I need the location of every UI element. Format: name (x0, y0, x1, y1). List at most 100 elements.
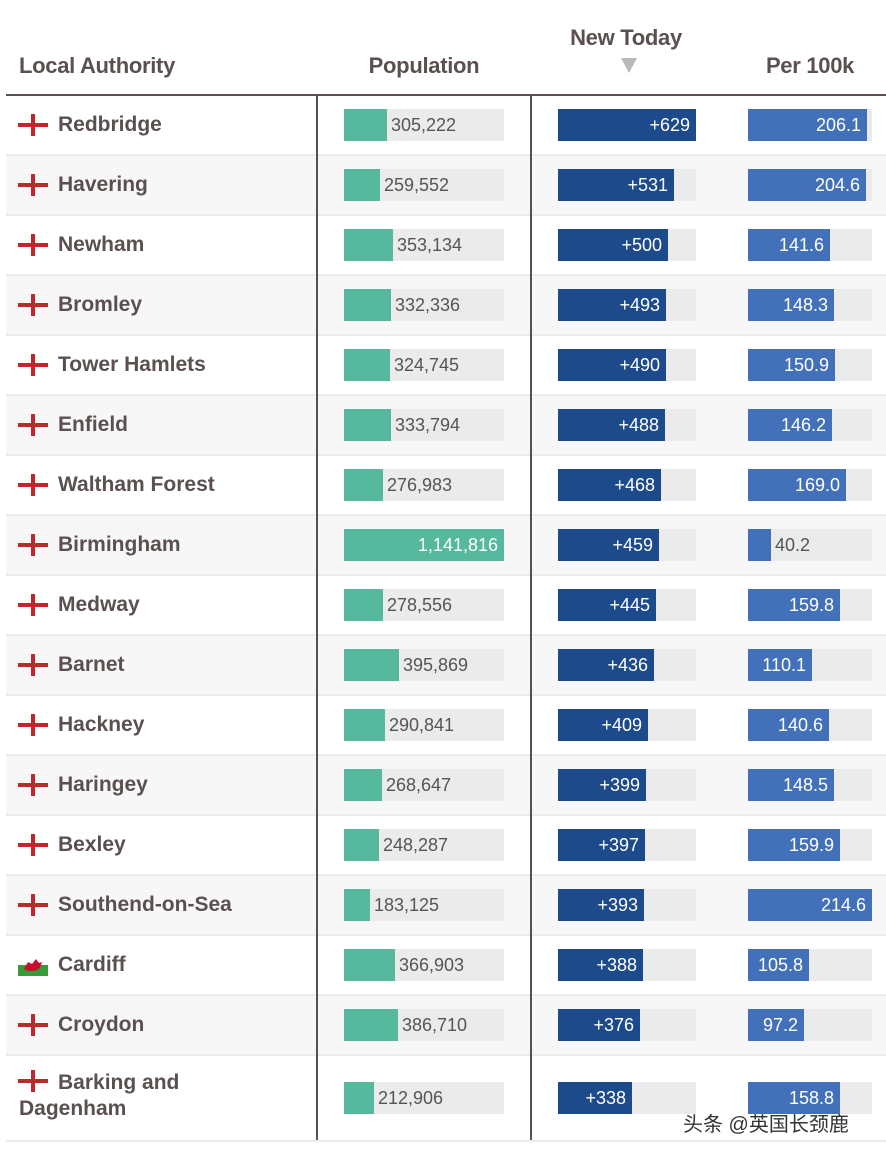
new-today-bar-track: +393 (558, 889, 696, 921)
table-row: Croydon 386,710 +376 97.2 (6, 996, 886, 1056)
per-100k-value: 148.3 (782, 295, 828, 315)
population-bar (344, 169, 380, 201)
table-row: Medway 278,556 +445 159.8 (6, 576, 886, 636)
new-today-bar-track: +409 (558, 709, 696, 741)
population-value: 268,647 (386, 775, 452, 795)
table-row: Havering 259,552 +531 204.6 (6, 156, 886, 216)
per-100k-bar-track: 159.8 (748, 589, 872, 621)
per-100k-bar (748, 1082, 840, 1114)
table-row: Waltham Forest 276,983 +468 169.0 (6, 456, 886, 516)
new-today-value: +399 (599, 775, 640, 795)
sort-descending-icon[interactable] (621, 58, 637, 73)
new-today-bar-track: +488 (558, 409, 696, 441)
per-100k-bar (748, 1009, 804, 1041)
population-bar (344, 589, 383, 621)
new-today-value: +493 (619, 295, 660, 315)
per-100k-value: 146.2 (780, 415, 826, 435)
new-today-bar (558, 649, 654, 681)
per-100k-bar (748, 109, 867, 141)
per-100k-bar (748, 709, 829, 741)
local-authority-name: Medway (58, 593, 140, 616)
population-value: 183,125 (374, 895, 440, 915)
new-today-bar-track: +388 (558, 949, 696, 981)
population-bar-track: 386,710 (344, 1009, 504, 1041)
header-population[interactable]: Population (368, 53, 480, 78)
new-today-bar (558, 529, 659, 561)
header-per-100k[interactable]: Per 100k (765, 53, 855, 78)
population-bar-track: 248,287 (344, 829, 504, 861)
table-row: Southend-on-Sea 183,125 +393 214.6 (6, 876, 886, 936)
table-row: Tower Hamlets 324,745 +490 150.9 (6, 336, 886, 396)
population-value: 278,556 (387, 595, 453, 615)
new-today-value: +338 (585, 1088, 626, 1108)
population-bar (344, 949, 395, 981)
population-bar (344, 349, 390, 381)
population-bar (344, 109, 387, 141)
per-100k-value: 169.0 (794, 475, 840, 495)
per-100k-bar-track: 110.1 (748, 649, 872, 681)
per-100k-bar (748, 769, 834, 801)
new-today-value: +500 (621, 235, 662, 255)
per-100k-bar-track: 148.3 (748, 289, 872, 321)
population-bar (344, 409, 391, 441)
local-authority-name: Birmingham (58, 533, 181, 556)
england-flag-icon (18, 174, 48, 196)
new-today-value: +629 (649, 115, 690, 135)
per-100k-bar-track: 150.9 (748, 349, 872, 381)
population-bar-track: 353,134 (344, 229, 504, 261)
per-100k-value: 159.8 (788, 595, 834, 615)
local-authority-name: Bexley (58, 833, 126, 856)
new-today-value: +488 (618, 415, 659, 435)
population-bar-track: 290,841 (344, 709, 504, 741)
new-today-bar (558, 829, 645, 861)
local-authority-name: Cardiff (58, 953, 126, 976)
header-new-today[interactable]: New Today (570, 25, 682, 50)
england-flag-icon (18, 594, 48, 616)
population-bar (344, 1009, 398, 1041)
new-today-bar (558, 289, 666, 321)
local-authority-name: Barking and Dagenham (19, 1071, 180, 1120)
local-authority-name: Redbridge (58, 113, 162, 136)
population-bar (344, 829, 379, 861)
population-bar (344, 769, 382, 801)
new-today-value: +393 (597, 895, 638, 915)
population-value: 386,710 (402, 1015, 468, 1035)
local-authority-name: Enfield (58, 413, 129, 436)
new-today-value: +490 (619, 355, 660, 375)
england-flag-icon (18, 114, 48, 136)
per-100k-bar-track: 146.2 (748, 409, 872, 441)
per-100k-bar (748, 349, 835, 381)
new-today-bar-track: +397 (558, 829, 696, 861)
local-authority-name: Havering (58, 173, 148, 196)
population-bar-track: 324,745 (344, 349, 504, 381)
new-today-value: +459 (612, 535, 653, 555)
per-100k-value: 110.1 (762, 655, 806, 675)
header-local-authority[interactable]: Local Authority (19, 53, 176, 78)
per-100k-bar-track: 204.6 (748, 169, 872, 201)
per-100k-value: 150.9 (783, 355, 829, 375)
population-bar-track: 1,141,816 (344, 529, 504, 561)
new-today-bar (558, 109, 696, 141)
population-bar-track: 268,647 (344, 769, 504, 801)
per-100k-bar (748, 169, 866, 201)
per-100k-bar (748, 409, 832, 441)
new-today-bar (558, 589, 656, 621)
new-today-value: +445 (609, 595, 650, 615)
population-value: 333,794 (395, 415, 461, 435)
new-today-bar (558, 769, 646, 801)
england-flag-icon (18, 1014, 48, 1036)
per-100k-bar-track: 105.8 (748, 949, 872, 981)
new-today-bar-track: +376 (558, 1009, 696, 1041)
population-bar (344, 1082, 374, 1114)
new-today-value: +468 (614, 475, 655, 495)
per-100k-value: 148.5 (782, 775, 828, 795)
per-100k-bar-track: 140.6 (748, 709, 872, 741)
new-today-bar-track: +436 (558, 649, 696, 681)
per-100k-bar-track: 214.6 (748, 889, 872, 921)
population-value: 259,552 (384, 175, 450, 195)
local-authority-name: Barnet (58, 653, 125, 676)
population-value: 353,134 (397, 235, 463, 255)
england-flag-icon (18, 354, 48, 376)
population-bar (344, 229, 393, 261)
per-100k-value: 141.6 (778, 235, 824, 255)
